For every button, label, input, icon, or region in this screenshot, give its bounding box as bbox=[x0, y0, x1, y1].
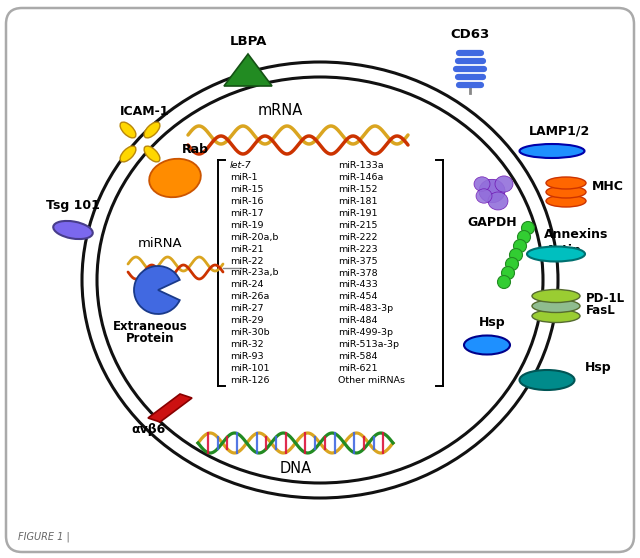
Text: miR-223: miR-223 bbox=[339, 245, 378, 254]
Text: miR-26a: miR-26a bbox=[230, 292, 269, 301]
Text: miR-1: miR-1 bbox=[230, 174, 257, 182]
Text: miR-27: miR-27 bbox=[230, 304, 264, 313]
Text: miR-101: miR-101 bbox=[230, 364, 269, 373]
Polygon shape bbox=[224, 54, 272, 86]
Circle shape bbox=[502, 267, 515, 280]
Ellipse shape bbox=[479, 179, 505, 203]
Text: miR-222: miR-222 bbox=[339, 233, 378, 242]
Circle shape bbox=[506, 257, 518, 271]
Text: miR-433: miR-433 bbox=[339, 280, 378, 290]
Text: miR-454: miR-454 bbox=[339, 292, 378, 301]
Ellipse shape bbox=[546, 195, 586, 207]
Text: miR-584: miR-584 bbox=[339, 352, 378, 361]
Text: LAMP1/2: LAMP1/2 bbox=[529, 124, 591, 137]
Text: Protein: Protein bbox=[125, 332, 174, 345]
Ellipse shape bbox=[532, 300, 580, 312]
Text: Rab: Rab bbox=[182, 143, 209, 156]
Ellipse shape bbox=[532, 290, 580, 302]
Text: miR-30b: miR-30b bbox=[230, 328, 269, 337]
Text: miRNA: miRNA bbox=[138, 237, 182, 250]
Ellipse shape bbox=[546, 177, 586, 189]
Text: miR-15: miR-15 bbox=[230, 185, 264, 194]
Text: PD-1L: PD-1L bbox=[586, 291, 625, 305]
Ellipse shape bbox=[488, 192, 508, 210]
Wedge shape bbox=[134, 266, 180, 314]
Ellipse shape bbox=[520, 370, 575, 390]
Ellipse shape bbox=[464, 335, 510, 354]
Circle shape bbox=[497, 276, 511, 288]
Text: miR-483-3p: miR-483-3p bbox=[339, 304, 394, 313]
Ellipse shape bbox=[144, 146, 160, 162]
Ellipse shape bbox=[149, 159, 201, 197]
Text: miR-93: miR-93 bbox=[230, 352, 264, 361]
Polygon shape bbox=[148, 394, 192, 422]
Text: CD63: CD63 bbox=[451, 28, 490, 41]
Text: miR-191: miR-191 bbox=[339, 209, 378, 218]
Text: miR-21: miR-21 bbox=[230, 245, 264, 254]
Text: FasL: FasL bbox=[586, 305, 616, 318]
Text: miR-375: miR-375 bbox=[339, 257, 378, 266]
Text: miR-32: miR-32 bbox=[230, 340, 264, 349]
Text: miR-152: miR-152 bbox=[339, 185, 378, 194]
Text: MHC: MHC bbox=[592, 180, 624, 193]
Text: miR-499-3p: miR-499-3p bbox=[339, 328, 394, 337]
Text: miR-22: miR-22 bbox=[230, 257, 264, 266]
Ellipse shape bbox=[520, 144, 584, 158]
Text: miR-513a-3p: miR-513a-3p bbox=[339, 340, 399, 349]
Text: GAPDH: GAPDH bbox=[467, 216, 517, 229]
Text: miR-16: miR-16 bbox=[230, 197, 264, 206]
Ellipse shape bbox=[120, 122, 136, 138]
Text: miR-126: miR-126 bbox=[230, 376, 269, 384]
Text: miR-19: miR-19 bbox=[230, 221, 264, 230]
Ellipse shape bbox=[476, 189, 492, 203]
Ellipse shape bbox=[527, 247, 585, 262]
Text: Extraneous: Extraneous bbox=[113, 320, 188, 333]
Text: Annexins: Annexins bbox=[544, 228, 608, 241]
Text: miR-215: miR-215 bbox=[339, 221, 378, 230]
Circle shape bbox=[522, 222, 534, 234]
Text: miR-20a,b: miR-20a,b bbox=[230, 233, 278, 242]
Ellipse shape bbox=[546, 186, 586, 198]
Text: Hsp: Hsp bbox=[479, 316, 506, 329]
FancyBboxPatch shape bbox=[6, 8, 634, 552]
Text: miR-146a: miR-146a bbox=[339, 174, 384, 182]
Text: LBPA: LBPA bbox=[229, 35, 267, 48]
Circle shape bbox=[513, 239, 527, 253]
Text: miR-181: miR-181 bbox=[339, 197, 378, 206]
Text: Other miRNAs: Other miRNAs bbox=[339, 376, 406, 384]
Ellipse shape bbox=[532, 310, 580, 323]
Text: miR-17: miR-17 bbox=[230, 209, 264, 218]
Text: miR-29: miR-29 bbox=[230, 316, 264, 325]
Text: miR-621: miR-621 bbox=[339, 364, 378, 373]
Ellipse shape bbox=[495, 176, 513, 192]
Text: Hsp: Hsp bbox=[585, 360, 612, 373]
Text: miR-484: miR-484 bbox=[339, 316, 378, 325]
Text: Actin: Actin bbox=[546, 243, 582, 257]
Text: miR-23a,b: miR-23a,b bbox=[230, 268, 278, 277]
Text: Tsg 101: Tsg 101 bbox=[46, 199, 100, 212]
Text: DNA: DNA bbox=[280, 461, 312, 476]
Text: miR-378: miR-378 bbox=[339, 268, 378, 277]
Ellipse shape bbox=[120, 146, 136, 162]
Text: αvβ6: αvβ6 bbox=[131, 423, 165, 436]
Text: ICAM-1: ICAM-1 bbox=[120, 105, 170, 118]
Text: FIGURE 1 |: FIGURE 1 | bbox=[18, 532, 70, 542]
Ellipse shape bbox=[144, 122, 160, 138]
Text: mRNA: mRNA bbox=[258, 103, 303, 118]
Text: miR-24: miR-24 bbox=[230, 280, 264, 290]
Circle shape bbox=[518, 230, 531, 243]
Ellipse shape bbox=[53, 221, 93, 239]
Text: let-7: let-7 bbox=[230, 161, 252, 170]
Text: miR-133a: miR-133a bbox=[339, 161, 384, 170]
Circle shape bbox=[509, 248, 522, 262]
Ellipse shape bbox=[474, 177, 490, 191]
